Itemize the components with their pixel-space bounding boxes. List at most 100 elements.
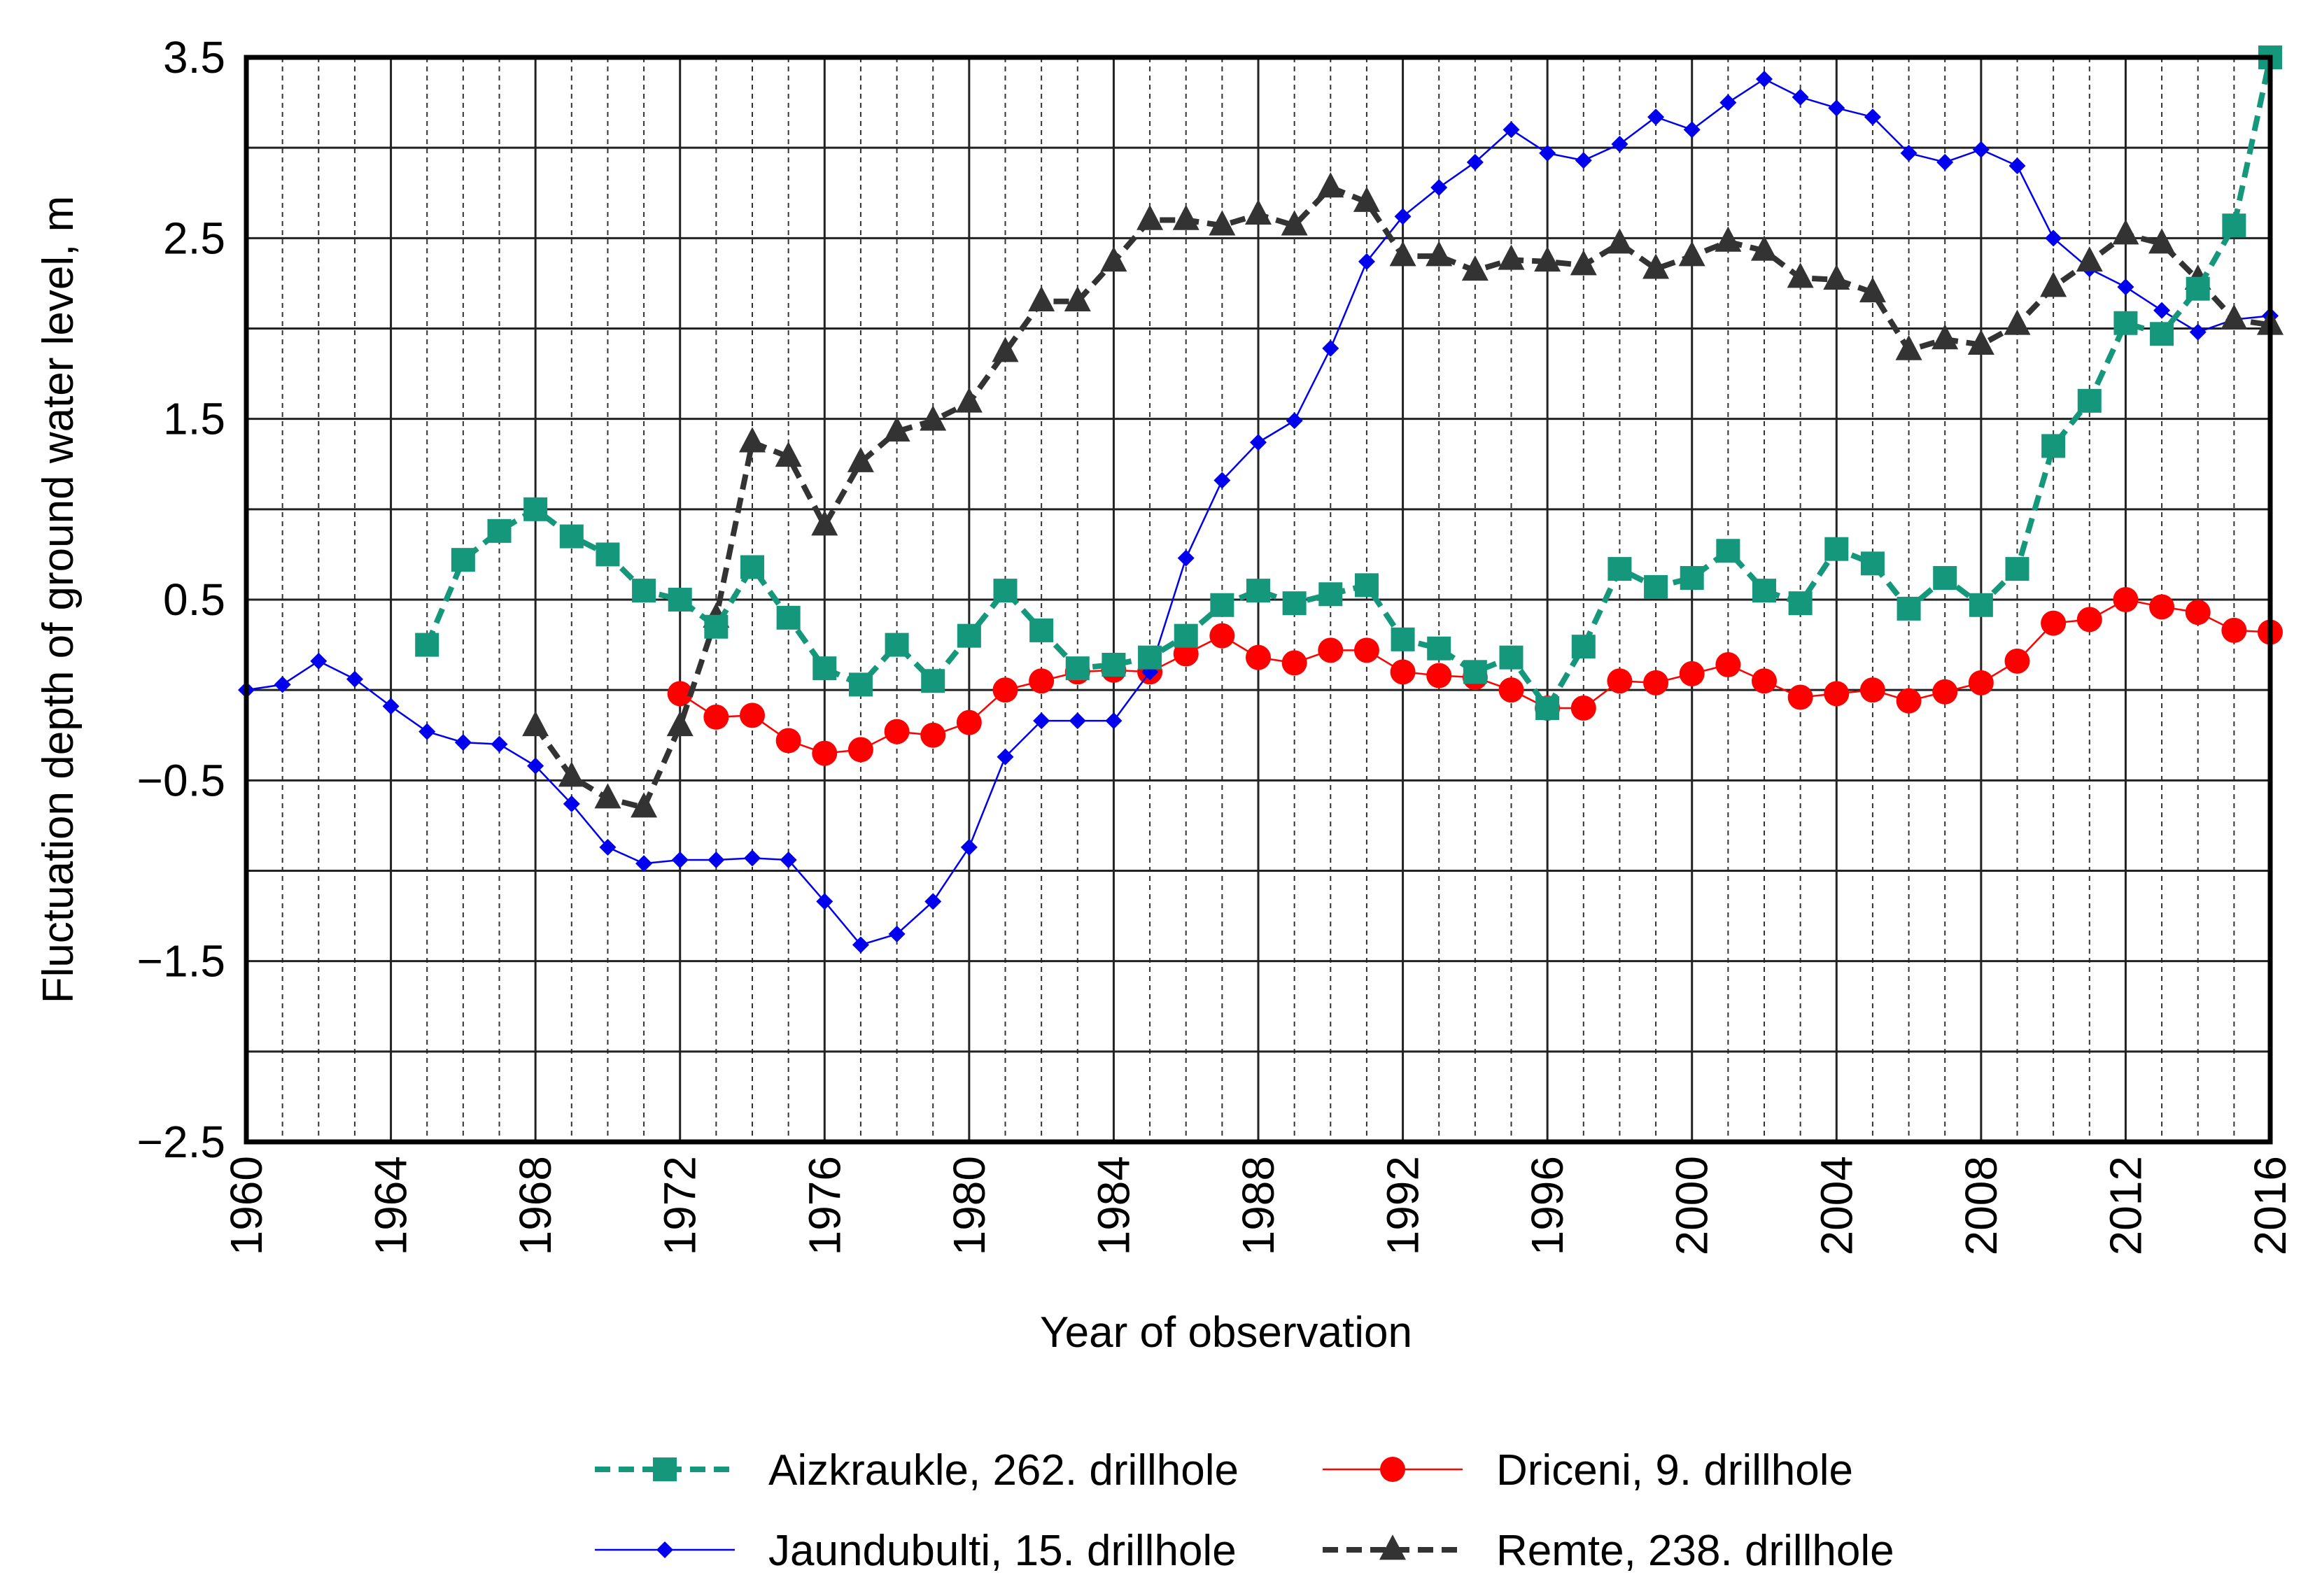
data-point xyxy=(668,588,692,612)
data-point xyxy=(1281,210,1308,236)
data-point xyxy=(523,497,548,521)
data-point xyxy=(1787,684,1813,710)
data-point xyxy=(811,510,838,536)
legend-marker xyxy=(1379,1534,1406,1560)
data-point xyxy=(1246,579,1270,603)
data-point xyxy=(527,757,544,775)
data-point xyxy=(847,446,874,472)
data-point xyxy=(1426,663,1452,688)
data-point xyxy=(1751,235,1778,261)
data-point xyxy=(1859,276,1886,303)
data-point xyxy=(1069,712,1086,730)
data-point xyxy=(1427,636,1451,661)
data-point xyxy=(2045,229,2062,247)
legend-label: Jaundubulti, 15. drillhole xyxy=(768,1527,1237,1575)
data-point xyxy=(1138,645,1162,670)
data-point xyxy=(2149,594,2175,620)
series-aizkraukle xyxy=(415,45,2282,720)
data-point xyxy=(2041,610,2067,636)
x-tick-label: 1960 xyxy=(221,1156,272,1255)
data-point xyxy=(1895,334,1922,360)
data-point xyxy=(1209,623,1235,649)
data-point xyxy=(1210,593,1234,617)
data-point xyxy=(2150,322,2174,346)
data-point xyxy=(2005,557,2029,581)
data-point xyxy=(1967,329,1994,355)
y-tick-label: −2.5 xyxy=(137,1117,225,1167)
data-point xyxy=(491,735,508,753)
data-point xyxy=(2040,271,2067,297)
legend-label: Aizkraukle, 262. drillhole xyxy=(768,1446,1239,1495)
data-point xyxy=(816,893,833,910)
data-point xyxy=(1607,557,1632,581)
data-point xyxy=(2117,278,2134,296)
data-point xyxy=(1358,253,1375,270)
data-point xyxy=(559,524,584,549)
data-point xyxy=(1172,204,1199,230)
data-point xyxy=(1391,627,1415,651)
legend-marker xyxy=(1380,1457,1405,1482)
x-tick-label: 1968 xyxy=(510,1156,561,1255)
data-point xyxy=(1716,539,1740,563)
data-point xyxy=(704,614,729,639)
data-point xyxy=(1394,208,1412,225)
data-point xyxy=(596,542,620,567)
data-point xyxy=(740,555,764,579)
data-point xyxy=(920,722,946,748)
y-tick-label: 0.5 xyxy=(163,574,225,625)
data-point xyxy=(960,838,978,856)
data-point xyxy=(847,737,873,763)
data-point xyxy=(883,416,910,442)
data-point xyxy=(671,852,689,868)
data-point xyxy=(1642,253,1670,279)
data-point xyxy=(2076,607,2102,633)
data-point xyxy=(1209,210,1236,236)
data-point xyxy=(888,925,906,942)
data-point xyxy=(780,852,797,868)
data-point xyxy=(1864,108,1881,126)
x-tick-label: 1984 xyxy=(1088,1156,1139,1255)
data-point xyxy=(522,710,549,737)
x-tick-label: 1992 xyxy=(1378,1156,1428,1255)
data-point xyxy=(1317,172,1344,198)
data-point xyxy=(1900,144,1918,162)
data-point xyxy=(667,681,693,707)
data-point xyxy=(812,740,838,766)
x-axis-tick-labels: 1960 1964 1968 1972 1976 1980 1984 1988 1992 1996… xyxy=(221,1156,2295,1255)
data-point xyxy=(1752,668,1777,694)
x-tick-label: 1976 xyxy=(799,1156,850,1255)
data-point xyxy=(1756,71,1773,87)
x-tick-label: 2016 xyxy=(2245,1156,2295,1255)
data-point xyxy=(775,728,801,754)
y-tick-label: −0.5 xyxy=(137,755,225,805)
data-point xyxy=(1389,241,1416,267)
data-point xyxy=(992,677,1018,703)
data-point xyxy=(776,605,801,630)
y-tick-label: −1.5 xyxy=(137,936,225,987)
data-point xyxy=(1969,593,1993,617)
data-point xyxy=(1897,596,1921,621)
series-jaundubulti xyxy=(238,71,2279,954)
data-point xyxy=(1137,204,1164,230)
data-point xyxy=(1503,121,1520,139)
data-point xyxy=(310,652,328,670)
data-point xyxy=(1787,262,1814,288)
data-point xyxy=(2222,213,2246,238)
data-point xyxy=(1499,645,1524,670)
legend-entry: Aizkraukle, 262. drillhole xyxy=(595,1446,1239,1495)
data-point xyxy=(848,672,873,697)
data-point xyxy=(666,710,694,737)
data-point xyxy=(1679,661,1705,686)
data-point xyxy=(1282,591,1307,616)
data-point xyxy=(920,405,947,431)
data-point xyxy=(1102,653,1126,677)
data-point xyxy=(1353,186,1380,212)
data-point xyxy=(1575,152,1592,169)
data-point xyxy=(1539,144,1556,162)
data-point xyxy=(1463,660,1487,684)
data-point xyxy=(632,579,656,603)
data-point xyxy=(921,669,945,693)
x-tick-label: 1988 xyxy=(1233,1156,1283,1255)
data-point xyxy=(924,893,942,910)
